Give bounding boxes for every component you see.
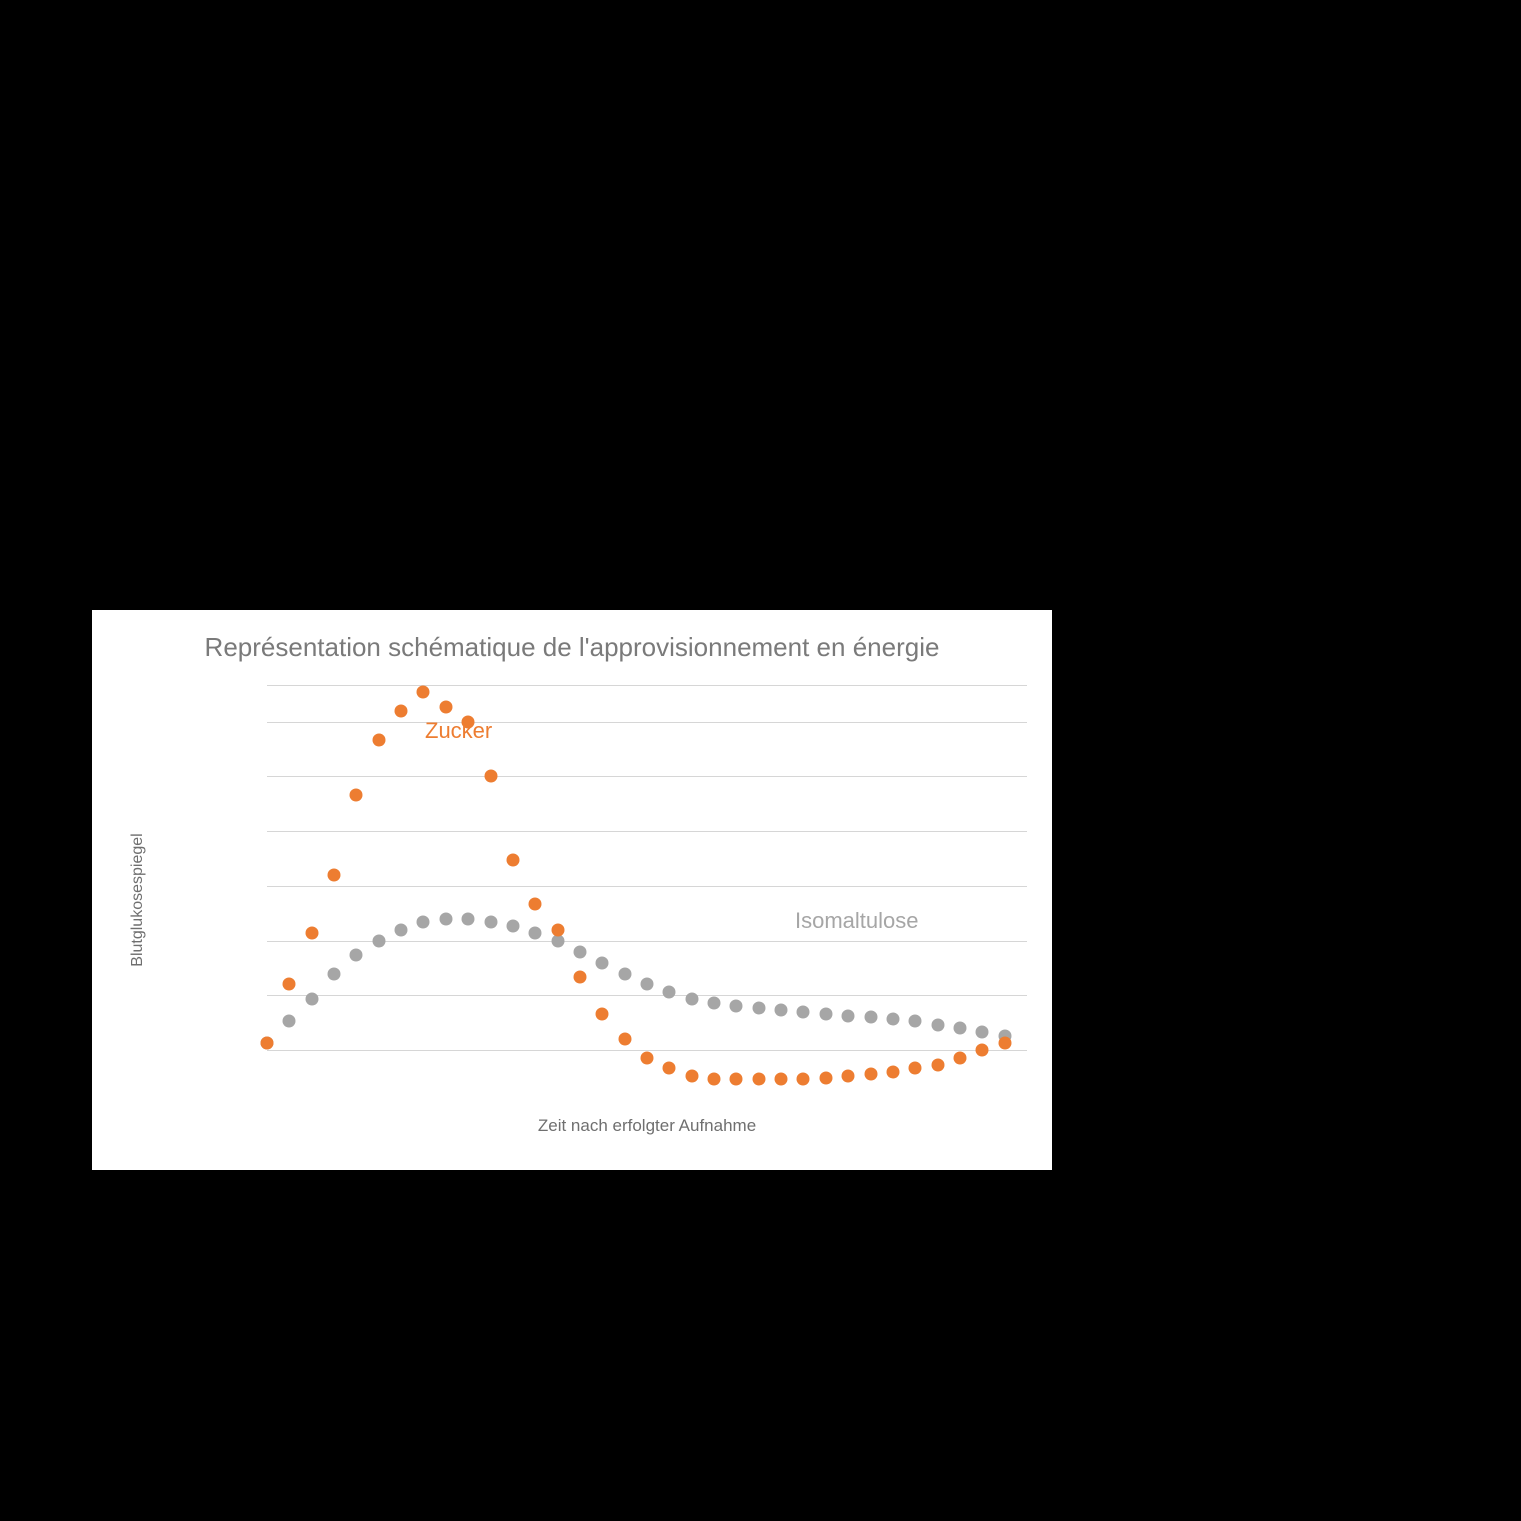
data-point-isomaltulose: [283, 1015, 296, 1028]
x-axis-label: Zeit nach erfolgter Aufnahme: [538, 1116, 756, 1136]
plot-area: [267, 685, 1027, 1105]
data-point-zucker: [909, 1062, 922, 1075]
data-point-isomaltulose: [663, 985, 676, 998]
data-point-isomaltulose: [439, 912, 452, 925]
data-point-zucker: [842, 1069, 855, 1082]
data-point-isomaltulose: [864, 1011, 877, 1024]
data-point-zucker: [641, 1051, 654, 1064]
data-point-zucker: [752, 1073, 765, 1086]
data-point-isomaltulose: [775, 1004, 788, 1017]
data-point-zucker: [372, 733, 385, 746]
data-point-zucker: [395, 704, 408, 717]
data-point-isomaltulose: [976, 1025, 989, 1038]
data-point-isomaltulose: [953, 1022, 966, 1035]
grid-line: [267, 685, 1027, 686]
grid-line: [267, 722, 1027, 723]
data-point-isomaltulose: [372, 934, 385, 947]
data-point-isomaltulose: [730, 1000, 743, 1013]
data-point-zucker: [328, 868, 341, 881]
data-point-isomaltulose: [909, 1015, 922, 1028]
data-point-zucker: [708, 1073, 721, 1086]
data-point-zucker: [931, 1058, 944, 1071]
data-point-isomaltulose: [752, 1002, 765, 1015]
grid-line: [267, 995, 1027, 996]
data-point-zucker: [261, 1036, 274, 1049]
data-point-isomaltulose: [506, 920, 519, 933]
data-point-isomaltulose: [685, 993, 698, 1006]
data-point-zucker: [998, 1036, 1011, 1049]
data-point-isomaltulose: [350, 949, 363, 962]
data-point-zucker: [730, 1073, 743, 1086]
data-point-zucker: [819, 1071, 832, 1084]
data-point-isomaltulose: [819, 1007, 832, 1020]
data-point-zucker: [864, 1067, 877, 1080]
data-point-isomaltulose: [797, 1005, 810, 1018]
data-point-isomaltulose: [618, 967, 631, 980]
data-point-zucker: [953, 1051, 966, 1064]
data-point-isomaltulose: [305, 993, 318, 1006]
data-point-zucker: [797, 1073, 810, 1086]
data-point-isomaltulose: [573, 945, 586, 958]
data-point-zucker: [775, 1073, 788, 1086]
grid-line: [267, 776, 1027, 777]
data-point-isomaltulose: [484, 916, 497, 929]
data-point-zucker: [439, 700, 452, 713]
data-point-isomaltulose: [395, 923, 408, 936]
data-point-zucker: [506, 854, 519, 867]
grid-line: [267, 886, 1027, 887]
data-point-isomaltulose: [641, 978, 654, 991]
grid-line: [267, 831, 1027, 832]
data-point-zucker: [551, 923, 564, 936]
data-point-isomaltulose: [931, 1018, 944, 1031]
chart-title: Représentation schématique de l'approvis…: [92, 632, 1052, 663]
data-point-zucker: [283, 978, 296, 991]
data-point-isomaltulose: [886, 1013, 899, 1026]
data-point-isomaltulose: [596, 956, 609, 969]
data-point-isomaltulose: [842, 1009, 855, 1022]
data-point-isomaltulose: [328, 967, 341, 980]
data-point-zucker: [618, 1033, 631, 1046]
data-point-isomaltulose: [529, 927, 542, 940]
data-point-zucker: [417, 686, 430, 699]
series-label-zucker: Zucker: [425, 718, 492, 744]
data-point-zucker: [573, 971, 586, 984]
y-axis-label: Blutglukosespiegel: [129, 833, 147, 966]
data-point-zucker: [350, 788, 363, 801]
data-point-zucker: [886, 1066, 899, 1079]
data-point-isomaltulose: [462, 912, 475, 925]
data-point-zucker: [685, 1069, 698, 1082]
data-point-isomaltulose: [417, 916, 430, 929]
data-point-zucker: [529, 898, 542, 911]
data-point-isomaltulose: [708, 996, 721, 1009]
data-point-zucker: [663, 1062, 676, 1075]
data-point-zucker: [484, 770, 497, 783]
data-point-zucker: [976, 1044, 989, 1057]
data-point-zucker: [305, 927, 318, 940]
plot-wrap: [267, 685, 1027, 1105]
chart-card: Représentation schématique de l'approvis…: [92, 610, 1052, 1170]
data-point-zucker: [596, 1007, 609, 1020]
series-label-isomaltulose: Isomaltulose: [795, 908, 919, 934]
